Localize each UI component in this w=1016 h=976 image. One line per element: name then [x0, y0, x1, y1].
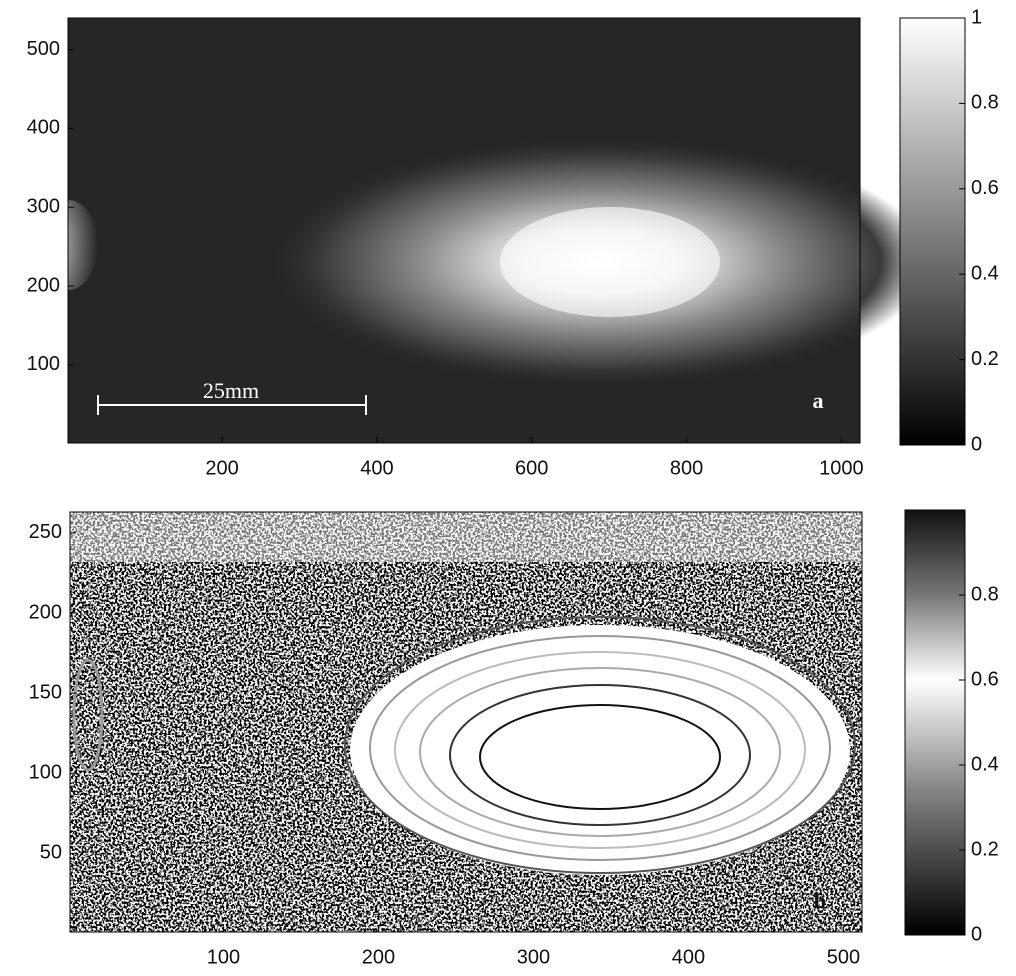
y-tick-label: 200: [27, 274, 60, 296]
y-tick-label: 100: [27, 353, 60, 375]
y-tick-label: 300: [27, 196, 60, 218]
y-tick-label: 100: [29, 762, 62, 784]
colorbar-tick-label: 0.4: [971, 753, 999, 775]
y-tick-label: 50: [40, 842, 62, 864]
colorbar-tick-label: 0.8: [971, 583, 999, 605]
y-tick-label: 400: [27, 117, 60, 139]
image-b: [70, 512, 862, 932]
x-tick-label: 200: [205, 457, 238, 479]
panel-label: b: [814, 888, 826, 913]
y-tick-label: 200: [29, 601, 62, 623]
colorbar-tick-label: 0.6: [971, 177, 999, 199]
x-tick-label: 500: [827, 946, 860, 968]
colorbar-tick-label: 1: [971, 6, 982, 28]
x-tick-label: 100: [207, 946, 240, 968]
x-tick-label: 200: [362, 946, 395, 968]
colorbar-tick-label: 0.2: [971, 838, 999, 860]
panel-label: a: [813, 388, 824, 413]
x-tick-label: 1000: [819, 457, 864, 479]
colorbar-tick-label: 0.6: [971, 668, 999, 690]
x-tick-label: 400: [360, 457, 393, 479]
colorbar-tick-label: 0.8: [971, 92, 999, 114]
figure: 200400600800100010020030040050025mma00.2…: [0, 0, 1016, 976]
x-tick-label: 300: [517, 946, 550, 968]
scale-bar-label: 25mm: [203, 378, 259, 403]
x-tick-label: 400: [672, 946, 705, 968]
colorbar-tick-label: 0: [971, 433, 982, 455]
x-tick-label: 600: [515, 457, 548, 479]
colorbar-tick-label: 0.4: [971, 262, 999, 284]
y-tick-label: 500: [27, 38, 60, 60]
colorbar-tick-label: 0.2: [971, 348, 999, 370]
y-tick-label: 150: [29, 681, 62, 703]
y-tick-label: 250: [29, 521, 62, 543]
x-tick-label: 800: [670, 457, 703, 479]
image-a: [38, 18, 930, 443]
colorbar-tick-label: 0: [971, 923, 982, 945]
